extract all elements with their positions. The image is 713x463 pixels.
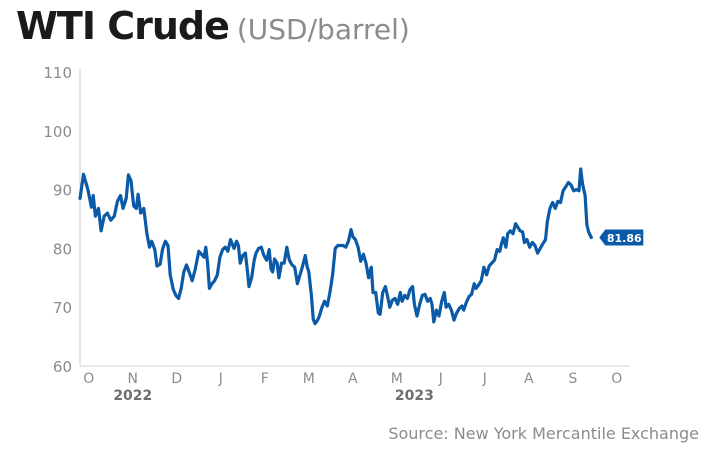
x-year-label: 2023: [395, 388, 434, 404]
x-tick-label: J: [482, 371, 487, 387]
y-tick-label: 90: [53, 182, 72, 200]
y-tick-label: 70: [53, 299, 72, 317]
last-value-tag: [599, 229, 644, 246]
last-value-label: 81.86: [607, 232, 642, 245]
x-tick-label: M: [303, 371, 315, 387]
x-tick-label: D: [171, 371, 182, 387]
source-note: Source: New York Mercantile Exchange: [388, 424, 699, 443]
series-line: [78, 167, 593, 326]
y-tick-label: 100: [43, 123, 72, 141]
x-tick-label: O: [83, 371, 94, 387]
y-tick-label: 60: [53, 358, 72, 376]
x-year-label: 2022: [113, 388, 152, 404]
chart-title: WTI Crude: [16, 4, 230, 48]
last-value-callout: 81.86: [599, 229, 644, 246]
y-axis: 60 70 80 90 100 110: [43, 64, 81, 376]
y-tick-label: 110: [43, 64, 72, 82]
chart-subtitle: (USD/barrel): [236, 13, 410, 46]
plot-area: [78, 167, 593, 326]
x-tick-label: F: [261, 371, 269, 387]
x-tick-label: J: [218, 371, 223, 387]
x-tick-label: J: [438, 371, 443, 387]
y-tick-label: 80: [53, 240, 72, 258]
x-tick-label: O: [611, 371, 622, 387]
x-tick-label: N: [128, 371, 138, 387]
x-tick-label: S: [568, 371, 577, 387]
x-tick-label: M: [391, 371, 403, 387]
x-tick-label: A: [524, 371, 534, 387]
chart-title-row: WTI Crude (USD/barrel): [16, 4, 410, 48]
x-tick-label: A: [348, 371, 358, 387]
x-axis: O N D J F M A M J J A S O 2022 2023: [80, 365, 630, 404]
